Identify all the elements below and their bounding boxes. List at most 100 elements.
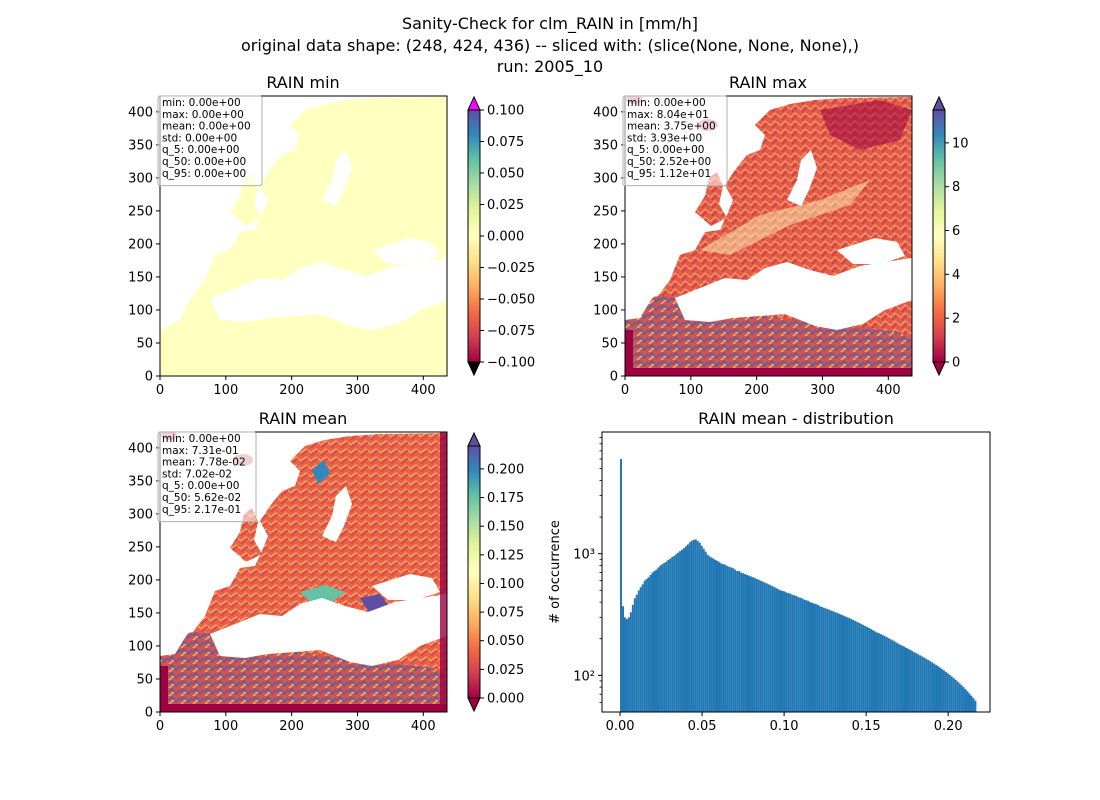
x-tick-label: 200 bbox=[279, 719, 304, 734]
histogram-bar bbox=[742, 573, 745, 712]
y-tick-label: 0 bbox=[145, 370, 153, 385]
histogram-bar bbox=[692, 539, 695, 712]
histogram-bar bbox=[929, 661, 932, 712]
histogram-bar bbox=[958, 683, 961, 712]
histogram-bar bbox=[862, 624, 865, 712]
colorbar-tick-label: 2 bbox=[952, 312, 960, 327]
histogram-bar bbox=[716, 561, 719, 712]
histogram-bar bbox=[820, 606, 823, 712]
histogram-bar bbox=[698, 542, 701, 712]
histogram-bar bbox=[779, 590, 782, 712]
colorbar-tick-label: 0.100 bbox=[487, 577, 524, 592]
y-tick-label: 100 bbox=[128, 639, 153, 654]
colorbar-tick-label: 0.050 bbox=[487, 167, 524, 182]
histogram-bar bbox=[789, 593, 792, 712]
colorbar-extend-over bbox=[932, 95, 946, 111]
histogram-bar bbox=[803, 599, 806, 712]
colorbar-tick-label: 0.075 bbox=[487, 135, 524, 150]
histogram-bar bbox=[622, 606, 624, 712]
colorbar-gradient bbox=[467, 445, 481, 699]
colorbar-tick-label: −0.025 bbox=[487, 261, 535, 276]
histogram-bar bbox=[702, 548, 705, 712]
histogram-bar bbox=[734, 569, 737, 712]
histogram-bar bbox=[887, 638, 890, 712]
y-tick-label: 200 bbox=[128, 237, 153, 252]
histogram-bar bbox=[913, 652, 916, 712]
histogram-bar bbox=[836, 613, 839, 712]
histogram-bar bbox=[769, 585, 772, 712]
colorbar-extend-under bbox=[467, 697, 481, 713]
colorbar: 0.200 0.175 0.150 0.125 0.100 0.075 0.050 0.025… bbox=[467, 431, 524, 713]
histogram-bar bbox=[846, 617, 849, 712]
histogram-bar bbox=[966, 691, 969, 712]
y-tick-label: 50 bbox=[136, 336, 153, 351]
suptitle-line-2: original data shape: (248, 424, 436) -- … bbox=[241, 36, 859, 55]
histogram-bar bbox=[899, 644, 902, 712]
histogram-bar bbox=[714, 559, 717, 712]
baltic-sea bbox=[787, 150, 817, 206]
mediterranean-sea bbox=[210, 258, 447, 330]
axes-frame bbox=[601, 431, 991, 713]
panel-rain-mean-distribution: RAIN mean - distribution # of occurrence… bbox=[548, 409, 991, 734]
x-tick-label: 400 bbox=[411, 383, 436, 398]
stats-line: q_95: 2.17e-01 bbox=[162, 504, 241, 516]
domain-boundary-left bbox=[160, 666, 168, 712]
histogram-bar bbox=[811, 602, 813, 712]
histogram-bar bbox=[854, 620, 857, 712]
histogram-bar bbox=[728, 566, 731, 712]
y-tick-label: 300 bbox=[128, 171, 153, 186]
x-tick-label: 0 bbox=[621, 383, 629, 398]
histogram-bar bbox=[724, 564, 727, 712]
histogram-bar bbox=[639, 587, 642, 712]
colorbar-tick-label: 0.050 bbox=[487, 634, 524, 649]
histogram-bar bbox=[785, 592, 788, 712]
histogram-bar bbox=[629, 612, 632, 712]
colorbar-extend-over bbox=[467, 431, 481, 447]
histogram-bar bbox=[848, 618, 851, 712]
histogram-bar bbox=[677, 552, 680, 712]
panel-title: RAIN mean - distribution bbox=[698, 409, 894, 428]
colorbar-extend-over bbox=[467, 95, 481, 111]
histogram-bar bbox=[708, 556, 711, 712]
panel-rain-max: RAIN max 0 100 200 300 400 05010015020025030… bbox=[593, 73, 968, 398]
panel-title: RAIN max bbox=[729, 73, 807, 92]
histogram-bar bbox=[657, 567, 660, 712]
histogram-bar bbox=[746, 574, 749, 712]
histogram-bar bbox=[972, 698, 975, 712]
histogram-bar bbox=[663, 562, 666, 712]
histogram-bar bbox=[807, 600, 810, 712]
domain-boundary-bottom bbox=[625, 368, 912, 376]
y-tick-label: 350 bbox=[593, 138, 618, 153]
y-tick-label: 100 bbox=[128, 303, 153, 318]
histogram-bar bbox=[781, 590, 784, 712]
colorbar-extend-under bbox=[932, 361, 946, 377]
histogram-bar bbox=[681, 549, 684, 712]
histogram-bar bbox=[637, 590, 640, 712]
y-ticks: 10² 10³ bbox=[573, 437, 602, 703]
axes-frame bbox=[159, 95, 448, 377]
black-sea bbox=[837, 238, 905, 264]
stats-line: q_50: 0.00e+00 bbox=[162, 156, 246, 168]
colorbar-tick-label: 0.025 bbox=[487, 663, 524, 678]
histogram-bar bbox=[879, 634, 882, 712]
histogram-bar bbox=[706, 554, 709, 712]
histogram-bar bbox=[690, 540, 693, 712]
histogram-bar bbox=[704, 551, 707, 712]
x-tick-label: 100 bbox=[213, 383, 238, 398]
stats-line: mean: 7.78e-02 bbox=[162, 457, 246, 469]
stats-line: q_5: 0.00e+00 bbox=[162, 144, 239, 156]
stats-line: min: 0.00e+00 bbox=[162, 433, 241, 445]
histogram-bar bbox=[956, 681, 959, 712]
histogram-bar bbox=[749, 576, 752, 712]
histogram-bar bbox=[688, 542, 691, 712]
suptitle-line-3: run: 2005_10 bbox=[497, 57, 603, 77]
histogram-bar bbox=[620, 458, 623, 712]
colorbar-tick-label: 0.200 bbox=[487, 462, 524, 477]
y-ticks: 0 50 100 150 200 250 300 350 400 bbox=[593, 105, 625, 385]
histogram-bar bbox=[822, 607, 825, 712]
histogram-bar bbox=[726, 566, 729, 712]
histogram-bar bbox=[935, 664, 938, 712]
histogram-bar bbox=[832, 611, 835, 712]
histogram-bar bbox=[964, 689, 967, 712]
panel-title: RAIN min bbox=[266, 73, 339, 92]
